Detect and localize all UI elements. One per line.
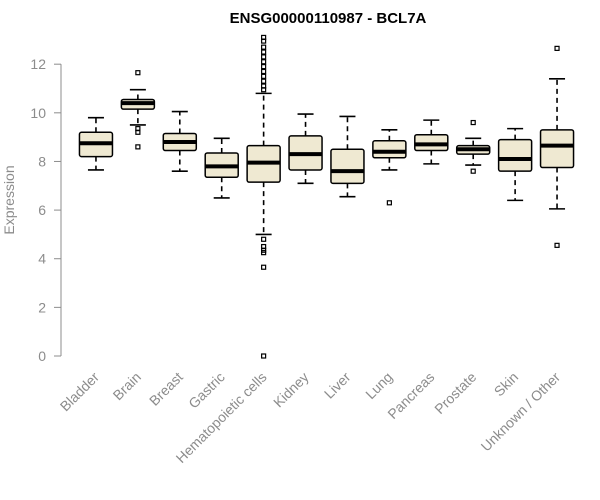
outlier-point [261, 353, 267, 359]
y-tick-label: 8 [38, 153, 46, 169]
outlier-point [554, 242, 560, 248]
y-tick-label: 10 [30, 105, 46, 121]
box-group [330, 115, 365, 198]
box-iqr [372, 140, 407, 159]
outlier-point [386, 200, 392, 206]
chart-title: ENSG00000110987 - BCL7A [230, 10, 427, 27]
box-group [455, 119, 491, 174]
box-iqr [330, 148, 365, 185]
y-tick-label: 6 [38, 202, 46, 218]
box-group [204, 137, 239, 199]
outlier-point [261, 64, 267, 70]
boxes-layer [78, 34, 575, 359]
x-tick-label: Skin [491, 369, 522, 400]
y-tick-label: 0 [38, 348, 46, 364]
x-tick-label: Brain [110, 369, 144, 403]
box-group [414, 119, 449, 165]
outlier-point [261, 59, 267, 65]
outlier-point [261, 54, 267, 60]
outlier-point [261, 78, 267, 84]
x-tick-label: Breast [146, 369, 186, 409]
outlier-point [261, 44, 267, 50]
y-tick-label: 12 [30, 56, 46, 72]
box-group [246, 34, 281, 359]
outlier-point [261, 68, 267, 75]
x-tick-label: Kidney [270, 369, 312, 411]
outlier-point [261, 264, 267, 270]
box-group [539, 45, 575, 248]
box-group [372, 129, 407, 206]
x-tick-label: Lung [362, 369, 395, 402]
box-group [120, 70, 156, 150]
box-group [78, 116, 114, 171]
box-group [162, 110, 198, 172]
y-axis-label: Expression [1, 165, 17, 234]
outlier-point [261, 250, 267, 256]
outlier-point [135, 70, 141, 76]
x-tick-label: Liver [321, 369, 354, 402]
outlier-point [554, 45, 560, 51]
y-tick-label: 4 [38, 251, 46, 267]
y-tick-label: 2 [38, 299, 46, 315]
outlier-point [261, 73, 267, 79]
box-iqr [497, 138, 533, 172]
outlier-point [261, 236, 267, 242]
outlier-point [261, 87, 267, 93]
y-axis: 0 2 4 6 8 10 12 [30, 56, 62, 364]
outlier-point [261, 38, 267, 44]
box-group [497, 127, 533, 202]
box-group [288, 113, 323, 185]
box-iqr [539, 129, 575, 169]
x-tick-label: Pancreas [384, 369, 437, 422]
x-tick-label: Unknown / Other [478, 369, 564, 455]
outlier-point [470, 119, 476, 126]
x-tick-label: Prostate [431, 369, 479, 417]
outlier-point [135, 129, 141, 135]
outlier-point [135, 144, 141, 150]
outlier-point [261, 49, 267, 55]
outlier-point [470, 168, 476, 174]
x-tick-label: Bladder [57, 369, 103, 415]
